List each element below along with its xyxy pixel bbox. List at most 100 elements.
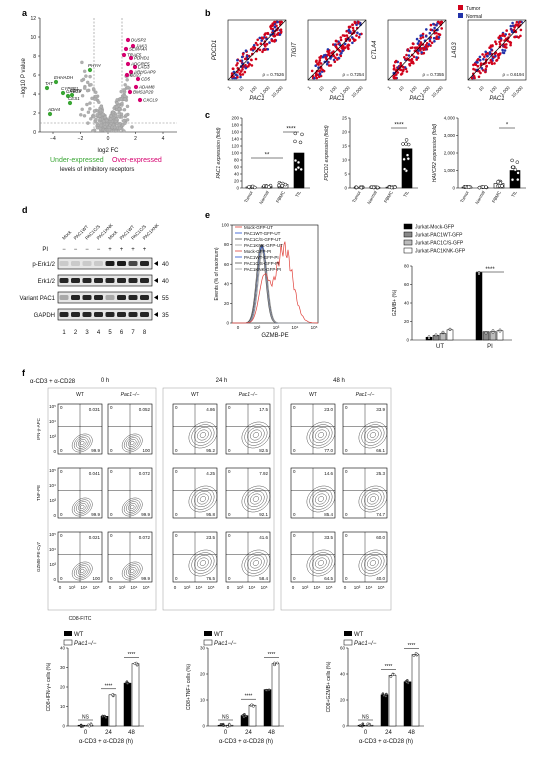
volcano-point (82, 69, 87, 74)
f-xlabel: α-CD3 + α-CD28 (h) (79, 739, 133, 745)
volcano-point (120, 115, 124, 119)
scatter-point (478, 55, 482, 59)
scatter-point (427, 43, 431, 46)
scatter-point (433, 26, 436, 30)
scatter-point (495, 58, 499, 62)
quad-q3: 0 (110, 576, 113, 581)
f-category: 0 (364, 730, 368, 736)
f-dot (384, 695, 388, 698)
c-dot (406, 142, 411, 147)
scatter-point (236, 58, 239, 62)
scatter-point (351, 23, 355, 27)
quad-lower-right: 82.5 (259, 448, 268, 453)
scatter-point (275, 28, 279, 32)
scatter-point (488, 46, 491, 49)
panel-label-a: a (22, 8, 28, 18)
gene-label: ADH4 (47, 107, 61, 112)
scatter-point (256, 38, 260, 42)
lane-number: 3 (85, 330, 89, 336)
c-dot (267, 185, 271, 189)
scatter-point (249, 48, 253, 51)
scatter-point (487, 61, 491, 65)
contour (188, 421, 218, 449)
quad-upper-right: 0.021 (89, 535, 101, 540)
blot-band (117, 261, 126, 266)
f-y-tick: 20 (340, 698, 346, 703)
c-y-tick: 180 (231, 123, 239, 128)
contour (309, 552, 333, 574)
pi-sign: − (97, 247, 101, 253)
c-dot (293, 139, 297, 144)
scatter-point (318, 59, 322, 62)
genotype-label: WT (76, 392, 84, 398)
gene-label: CD70 (70, 88, 82, 93)
scatter-point (412, 62, 415, 65)
legend-normal: Normal (466, 14, 482, 20)
f-bar (240, 715, 249, 727)
flow-y-tick: 10⁵ (49, 404, 56, 409)
scatter-x-tick: 1,000 (419, 85, 431, 97)
f-dot (133, 662, 137, 666)
f-dot (79, 724, 83, 728)
gene-label: LAG3 (138, 65, 150, 70)
volcano-point-over (132, 64, 138, 70)
sig-mark: **** (128, 652, 136, 658)
panel-f-stim: α-CD3 + α-CD28 (30, 379, 76, 385)
scatter-point (472, 72, 475, 76)
scatter-frame (387, 19, 447, 81)
contour (369, 432, 376, 438)
gene-label: JAK3 (135, 44, 147, 49)
hist-ylabel: Events (% of maximum) (214, 247, 220, 300)
scatter-point (476, 64, 480, 68)
volcano-point (125, 118, 130, 122)
scatter-point (402, 65, 405, 69)
scatter-point (265, 42, 269, 46)
scatter-point (489, 44, 493, 47)
blot-band (117, 312, 126, 317)
flow-xlabel: CD8-FITC (69, 616, 92, 622)
volcano-point (99, 104, 103, 109)
quad-q3: 0 (60, 448, 63, 453)
volcano-point-under (65, 93, 71, 99)
scatter-point (336, 58, 339, 61)
scatter-point (494, 54, 497, 58)
scatter-point (279, 28, 283, 32)
scatter-point (247, 64, 250, 68)
scatter-point (392, 67, 396, 71)
contour (130, 505, 135, 509)
flow-x-tick: 10³ (302, 585, 309, 590)
scatter-point (335, 40, 338, 43)
panel-e-gzmb-bar: Jurkat-Mock-GFP Jurkat-PAC1WT-GFP Jurkat-P… (392, 223, 512, 350)
hist-y-tick: 20 (224, 301, 230, 306)
quad-lower-right: 95.2 (206, 448, 215, 453)
f-dot (101, 714, 104, 718)
hist-y-tick: 80 (224, 242, 230, 247)
scatter-point (501, 34, 504, 37)
c-dot (294, 167, 298, 172)
y-tick-label: 10 (30, 35, 36, 41)
volcano-point-over (121, 52, 127, 58)
gene-label: CXCL9 (143, 98, 158, 103)
scatter-point (230, 72, 234, 75)
volcano-point (88, 74, 92, 79)
contour (123, 499, 141, 515)
quad-q3: 0 (175, 448, 178, 453)
legend-swatch (343, 639, 353, 646)
f-dot (412, 654, 416, 657)
scatter-frame (467, 19, 527, 81)
quad-q1: 0 (293, 533, 296, 538)
blot-strip (57, 274, 153, 287)
f-dot (360, 724, 364, 728)
volcano-point (124, 113, 128, 117)
c-dot (484, 185, 488, 189)
c-ylabel: PDCD1 expression (fold) (324, 125, 330, 181)
hist-legend-label: PAC1C/S-GFP-PI (244, 261, 279, 266)
blot-kda: 35 (162, 313, 169, 319)
contour (247, 554, 265, 572)
pi-sign: − (85, 247, 89, 253)
contour (75, 437, 89, 449)
c-y-tick: 200 (231, 116, 239, 121)
contour (369, 560, 376, 566)
scatter-x-tick: 1 (386, 85, 392, 91)
